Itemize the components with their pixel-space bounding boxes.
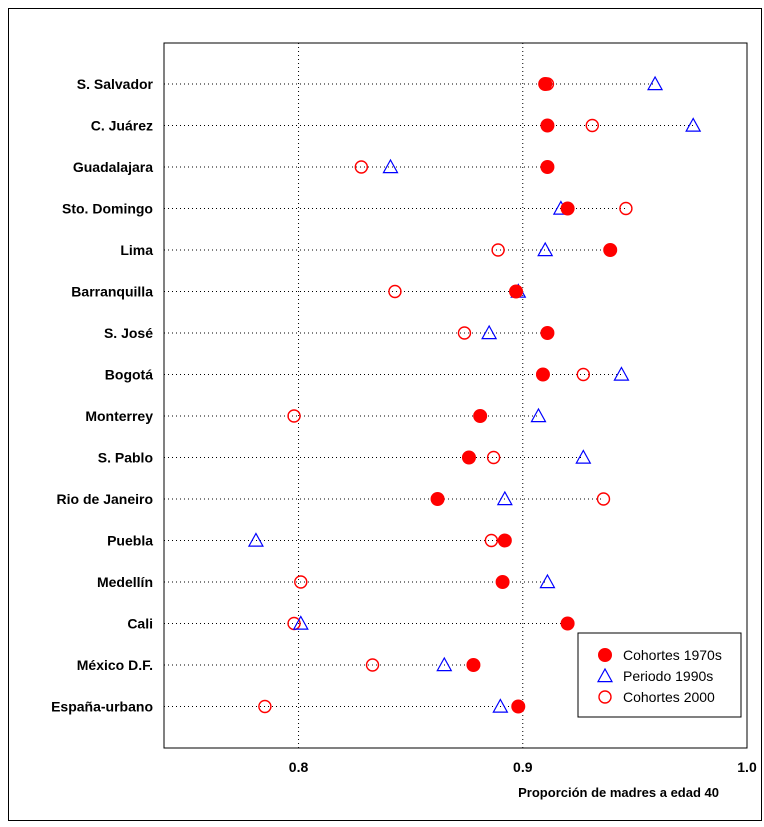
marker-cohortes-1970s-medellin — [495, 575, 510, 589]
x-tick-label: 0.8 — [289, 759, 309, 775]
marker-periodo-1990s-lima — [537, 241, 554, 257]
marker-periodo-1990s-c-juarez — [685, 117, 702, 132]
marker-cohortes-1970s-c-juarez — [540, 118, 555, 133]
vertical-gridlines — [298, 43, 748, 748]
marker-cohortes-2000-bogota — [576, 367, 591, 382]
marker-cohortes-2000-s-jose — [457, 326, 472, 340]
category-label-sto-domingo: Sto. Domingo — [62, 201, 153, 217]
marker-cohortes-1970s-sto-domingo — [560, 201, 575, 216]
marker-cohortes-1970s-s-jose — [540, 326, 555, 340]
marker-periodo-1990s-rio-de-janeiro — [496, 490, 513, 506]
legend: Cohortes 1970s Periodo 1990s Cohortes 2000 — [577, 632, 742, 718]
legend-label-cohortes-1970s: Cohortes 1970s — [623, 647, 722, 663]
marker-periodo-1990s-s-pablo — [575, 449, 592, 464]
marker-cohortes-2000-monterrey — [287, 409, 301, 423]
marker-periodo-1990s-bogota — [613, 366, 630, 381]
marker-periodo-1990s-cali — [292, 615, 309, 630]
marker-cohortes-1970s-s-pablo — [461, 450, 476, 465]
marker-cohortes-2000-puebla — [484, 533, 499, 548]
category-label-barranquilla: Barranquilla — [71, 284, 153, 300]
marker-periodo-1990s-s-salvador — [647, 75, 664, 91]
marker-periodo-1990s-guadalajara — [382, 158, 399, 174]
marker-cohortes-2000-espana-urbano — [258, 699, 272, 714]
category-label-mexico-d-f: México D.F. — [77, 657, 153, 673]
marker-periodo-1990s-puebla — [247, 532, 264, 547]
marker-cohortes-2000-s-pablo — [486, 450, 501, 465]
marker-cohortes-2000-barranquilla — [388, 284, 402, 299]
marker-periodo-1990s-espana-urbano — [492, 698, 509, 713]
marker-periodo-1990s-monterrey — [530, 407, 547, 423]
category-label-s-pablo: S. Pablo — [98, 450, 153, 466]
marker-cohortes-1970s-rio-de-janeiro — [430, 492, 445, 506]
category-label-s-jose: S. José — [104, 325, 153, 341]
x-axis-label: Proporción de madres a edad 40 — [518, 785, 719, 800]
x-tick-labels: 0.8 0.9 1.0 — [289, 759, 757, 775]
category-label-lima: Lima — [120, 242, 153, 258]
category-label-cali: Cali — [127, 616, 153, 632]
category-label-medellin: Medellín — [97, 574, 153, 590]
category-label-s-salvador: S. Salvador — [77, 76, 154, 92]
category-label-puebla: Puebla — [107, 533, 153, 549]
marker-cohortes-1970s-lima — [603, 243, 618, 257]
category-label-c-juarez: C. Juárez — [91, 118, 153, 134]
category-label-rio-de-janeiro: Rio de Janeiro — [57, 491, 153, 507]
marker-cohortes-1970s-monterrey — [473, 409, 488, 423]
legend-marker-cohortes-2000 — [598, 690, 612, 704]
plot-area — [163, 42, 748, 749]
marker-cohortes-2000-guadalajara — [354, 160, 369, 174]
category-label-monterrey: Monterrey — [85, 408, 153, 424]
marker-cohortes-2000-lima — [491, 243, 505, 257]
marker-cohortes-1970s-guadalajara — [540, 160, 555, 174]
marker-cohortes-2000-sto-domingo — [619, 201, 633, 216]
marker-cohortes-1970s-mexico-d-f — [466, 658, 481, 672]
marker-cohortes-2000-rio-de-janeiro — [596, 492, 611, 506]
marker-periodo-1990s-medellin — [539, 573, 556, 589]
marker-cohortes-2000-mexico-d-f — [365, 658, 380, 672]
marker-periodo-1990s-s-jose — [481, 324, 498, 340]
marker-cohortes-2000-medellin — [294, 575, 308, 589]
category-labels: S. Salvador C. Juárez Guadalajara Sto. Domi… — [51, 76, 153, 715]
marker-cohortes-1970s-cali — [560, 616, 575, 631]
category-label-bogota: Bogotá — [105, 367, 153, 383]
marker-cohortes-1970s-espana-urbano — [511, 699, 526, 714]
marker-cohortes-1970s-s-salvador — [538, 77, 553, 91]
data-markers — [247, 75, 702, 714]
x-tick-label: 1.0 — [737, 759, 757, 775]
legend-marker-cohortes-1970s — [598, 648, 612, 662]
marker-cohortes-2000-c-juarez — [585, 118, 599, 133]
marker-cohortes-1970s-bogota — [535, 367, 550, 382]
marker-periodo-1990s-mexico-d-f — [436, 656, 453, 672]
category-label-espana-urbano: España-urbano — [51, 699, 153, 715]
x-tick-label: 0.9 — [513, 759, 533, 775]
marker-cohortes-1970s-puebla — [497, 533, 512, 548]
marker-cohortes-1970s-barranquilla — [509, 284, 524, 299]
legend-label-cohortes-2000: Cohortes 2000 — [623, 689, 715, 705]
legend-label-periodo-1990s: Periodo 1990s — [623, 668, 713, 684]
legend-marker-periodo-1990s — [596, 667, 614, 683]
category-label-guadalajara: Guadalajara — [73, 159, 153, 175]
